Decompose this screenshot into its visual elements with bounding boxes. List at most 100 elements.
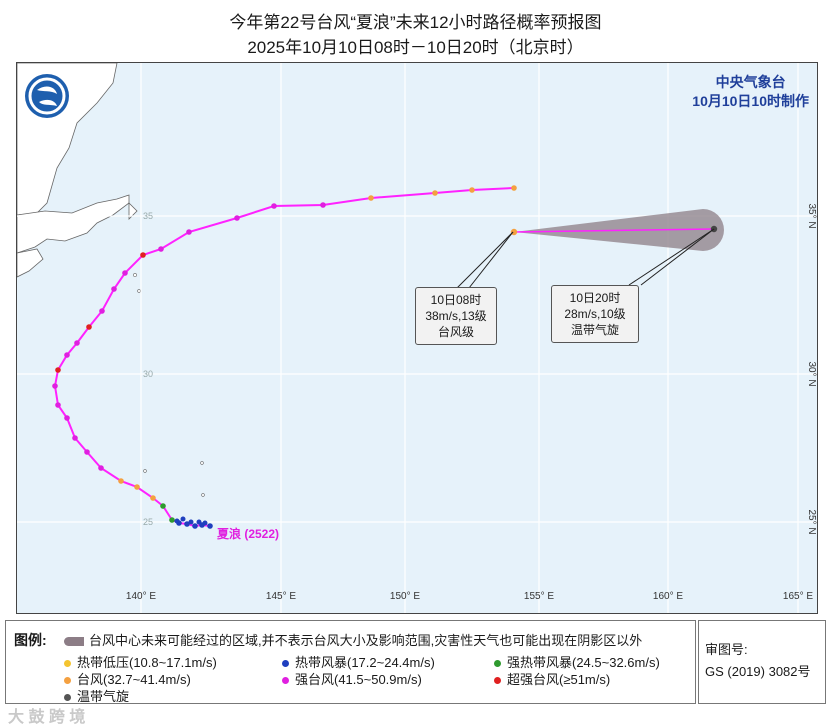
- legend-item: 温带气旋: [64, 686, 129, 705]
- legend-item: 强台风(41.5~50.9m/s): [282, 669, 422, 688]
- track-point: [86, 324, 92, 330]
- legend-item: 强热带风暴(24.5~32.6m/s): [494, 652, 660, 671]
- track-point: [111, 286, 117, 292]
- lon-label: 155° E: [524, 591, 554, 602]
- legend-dot-icon: [64, 660, 71, 668]
- lat-label: 35° N: [806, 203, 817, 228]
- track-point: [84, 449, 90, 455]
- island: [143, 469, 147, 473]
- island: [201, 493, 205, 497]
- legend-label: 强热带风暴(24.5~32.6m/s): [507, 655, 660, 670]
- legend-label: 温带气旋: [77, 689, 130, 704]
- approval-label: 审图号:: [705, 642, 748, 657]
- track-point: [52, 383, 58, 389]
- callout-time: 10日20时: [569, 291, 621, 305]
- callout-wind: 38m/s,13级: [425, 309, 487, 323]
- grid-lat-mark: 25: [143, 517, 153, 527]
- watermark: 大 鼓 跨 境: [8, 709, 86, 726]
- legend-dot-icon: [494, 660, 501, 668]
- legend-label: 台风(32.7~41.4m/s): [77, 672, 191, 687]
- callout-next: 10日20时 28m/s,10级 温带气旋: [551, 285, 639, 343]
- track-points: [52, 185, 718, 529]
- callout-level: 温带气旋: [570, 323, 619, 337]
- lat-label: 30° N: [806, 361, 817, 386]
- callout-wind: 28m/s,10级: [564, 307, 626, 321]
- map-frame: 140° E 145° E 150° E 155° E 160° E 165° E 35° …: [16, 62, 818, 614]
- track-point: [174, 518, 180, 524]
- callout-now: 10日08时 38m/s,13级 台风级: [415, 287, 497, 345]
- track-point: [98, 465, 104, 471]
- legend-title: 图例:: [14, 632, 47, 648]
- track-point: [74, 340, 80, 346]
- grid-lat-mark: 35: [143, 211, 153, 221]
- callout-leader: [640, 228, 715, 286]
- callout-leader: [456, 231, 514, 289]
- island: [200, 461, 204, 465]
- legend-item: 超强台风(≥51m/s): [494, 669, 610, 688]
- legend-cone-text: 台风中心未来可能经过的区域,并不表示台风大小及影响范围,灾害性天气也可能出现在阴…: [89, 633, 643, 648]
- legend-label: 超强台风(≥51m/s): [507, 672, 611, 687]
- callout-leader: [628, 228, 715, 286]
- lon-label: 160° E: [653, 591, 683, 602]
- track-point: [55, 402, 61, 408]
- track-point: [234, 215, 240, 221]
- legend-item: 热带低压(10.8~17.1m/s): [64, 652, 217, 671]
- agency-name: 中央气象台: [715, 74, 786, 90]
- callout-level: 台风级: [437, 325, 474, 339]
- track-point: [140, 252, 146, 258]
- lon-label: 140° E: [126, 591, 156, 602]
- track-point: [188, 519, 194, 525]
- track-point: [169, 517, 175, 523]
- track-point: [55, 367, 61, 373]
- track-point: [150, 495, 156, 501]
- track-point: [432, 190, 438, 196]
- legend-dot-icon: [494, 677, 501, 685]
- legend-label: 强台风(41.5~50.9m/s): [295, 672, 422, 687]
- track-point: [271, 203, 277, 209]
- track-point: [202, 520, 208, 526]
- island: [137, 289, 141, 293]
- legend-dot-icon: [282, 660, 289, 668]
- cone-swatch-icon: [64, 637, 84, 647]
- track-point: [184, 521, 190, 527]
- track-point: [158, 246, 164, 252]
- lon-label: 165° E: [783, 591, 813, 602]
- legend-cone-item: 台风中心未来可能经过的区域,并不表示台风大小及影响范围,灾害性天气也可能出现在阴…: [64, 630, 642, 649]
- map-canvas: 140° E 145° E 150° E 155° E 160° E 165° E 35° …: [17, 63, 817, 613]
- legend-item: 台风(32.7~41.4m/s): [64, 669, 191, 688]
- lon-label: 145° E: [266, 591, 296, 602]
- typhoon-track: [53, 187, 515, 528]
- land-mass: [128, 202, 138, 220]
- island: [133, 273, 137, 277]
- map-subtitle: 2025年10月10日08时－10日20时（北京时）: [247, 38, 584, 57]
- lat-label: 25° N: [806, 509, 817, 534]
- track-point: [368, 195, 374, 201]
- track-point: [192, 523, 198, 529]
- approval-number: GS (2019) 3082号: [705, 664, 811, 679]
- lat-lon-grid: 140° E 145° E 150° E 155° E 160° E 165° E 35° …: [17, 63, 817, 613]
- made-time: 10月10日10时制作: [692, 93, 809, 109]
- track-point: [64, 415, 70, 421]
- track-point: [511, 185, 517, 191]
- track-point: [134, 484, 140, 490]
- current-position-marker: [510, 228, 518, 236]
- track-point: [186, 229, 192, 235]
- map-approval-panel: 审图号: GS (2019) 3082号: [698, 620, 826, 704]
- map-title: 今年第22号台风“夏浪”未来12小时路径概率预报图: [229, 13, 602, 32]
- typhoon-name-label: 夏浪 (2522): [217, 527, 280, 541]
- legend-label: 热带风暴(17.2~24.4m/s): [295, 655, 435, 670]
- track-point: [99, 308, 105, 314]
- lon-label: 150° E: [390, 591, 420, 602]
- grid-lat-mark: 30: [143, 369, 153, 379]
- legend-dot-icon: [282, 677, 289, 685]
- track-point: [118, 478, 124, 484]
- track-point: [207, 523, 213, 529]
- agency-stamp: 中央气象台 10月10日10时制作: [692, 73, 809, 111]
- track-point: [180, 516, 186, 522]
- legend-label: 热带低压(10.8~17.1m/s): [77, 655, 217, 670]
- track-point: [72, 435, 78, 441]
- callout-leader: [468, 231, 514, 289]
- callout-time: 10日08时: [430, 293, 482, 307]
- land-mass: [17, 194, 130, 254]
- legend-dot-icon: [64, 677, 71, 685]
